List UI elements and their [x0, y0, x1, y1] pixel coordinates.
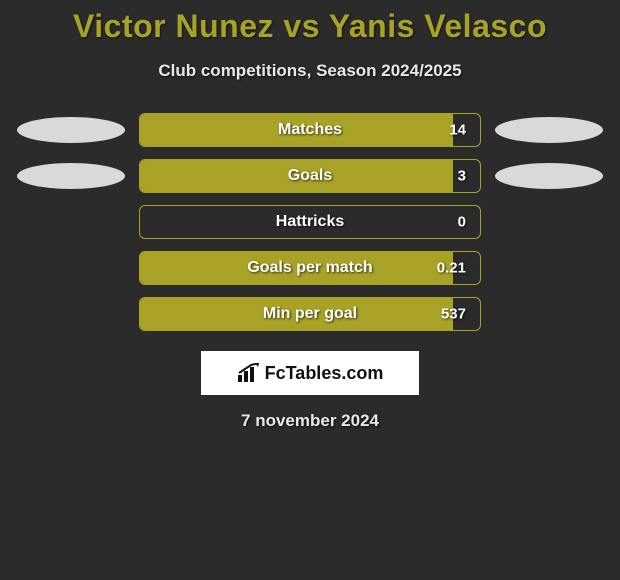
- stat-row: Matches 14: [0, 113, 620, 147]
- stat-row: Goals 3: [0, 159, 620, 193]
- subtitle: Club competitions, Season 2024/2025: [0, 61, 620, 81]
- chart-icon: [237, 363, 261, 383]
- logo-text: FcTables.com: [265, 363, 384, 384]
- stat-bar: Min per goal 537: [139, 297, 481, 331]
- logo-box: FcTables.com: [201, 351, 419, 395]
- page-title: Victor Nunez vs Yanis Velasco: [0, 8, 620, 45]
- stat-bar: Hattricks 0: [139, 205, 481, 239]
- bar-value: 14: [449, 122, 466, 139]
- bar-label: Goals: [288, 167, 332, 185]
- bar-label: Goals per match: [247, 259, 372, 277]
- stat-bar: Goals per match 0.21: [139, 251, 481, 285]
- right-oval: [495, 163, 603, 189]
- bar-label: Min per goal: [263, 305, 357, 323]
- bar-value: 0: [458, 214, 466, 231]
- bar-label: Matches: [278, 121, 342, 139]
- stats-list: Matches 14 Goals 3 Hattricks 0 Goals per match…: [0, 113, 620, 331]
- right-oval: [495, 117, 603, 143]
- bar-value: 0.21: [437, 260, 466, 277]
- bar-value: 537: [441, 306, 466, 323]
- comparison-card: Victor Nunez vs Yanis Velasco Club compe…: [0, 0, 620, 431]
- stat-row: Hattricks 0: [0, 205, 620, 239]
- date: 7 november 2024: [0, 411, 620, 431]
- bar-label: Hattricks: [276, 213, 344, 231]
- stat-bar: Goals 3: [139, 159, 481, 193]
- left-oval: [17, 117, 125, 143]
- stat-row: Goals per match 0.21: [0, 251, 620, 285]
- bar-value: 3: [458, 168, 466, 185]
- stat-bar: Matches 14: [139, 113, 481, 147]
- stat-row: Min per goal 537: [0, 297, 620, 331]
- left-oval: [17, 163, 125, 189]
